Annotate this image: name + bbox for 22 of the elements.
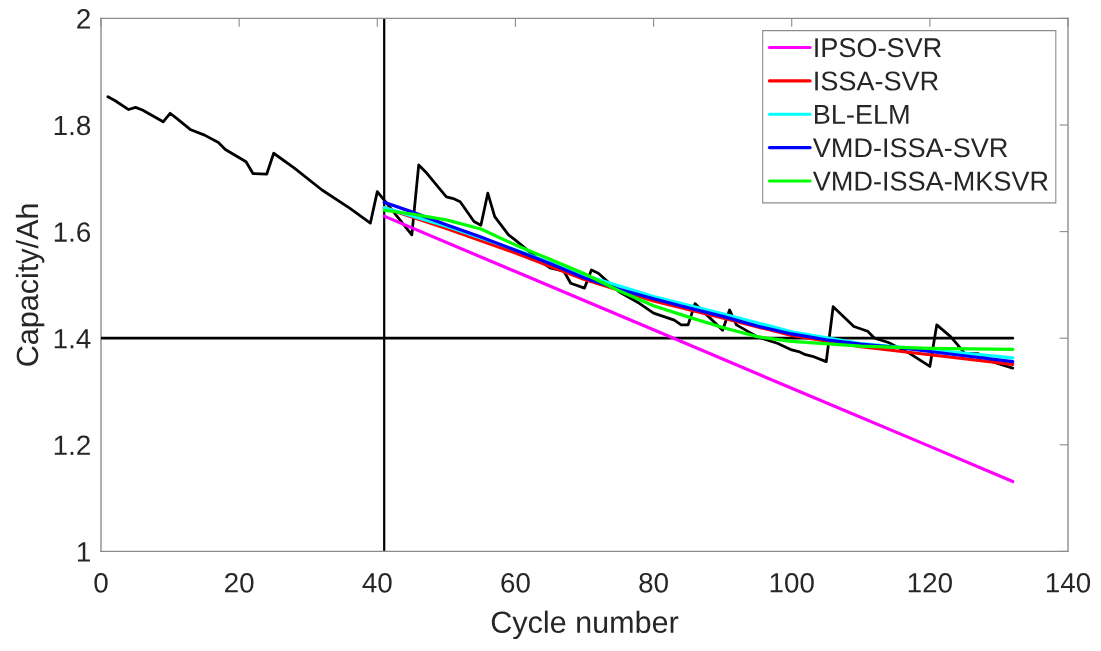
x-tick-label: 60 — [501, 572, 530, 593]
x-axis-title: Cycle number — [491, 610, 679, 640]
x-tick-label: 20 — [225, 572, 254, 593]
legend-label: BL-ELM — [815, 105, 909, 124]
x-tick-label: 80 — [639, 572, 668, 593]
y-tick-label: 1 — [77, 542, 90, 562]
y-tick-label: 2 — [77, 9, 90, 29]
y-tick-label: 1.6 — [54, 222, 91, 242]
line-series — [382, 214, 1015, 484]
y-axis-title: Capacity/Ah — [15, 204, 45, 366]
legend-label: IPSO-SVR — [815, 38, 941, 58]
y-tick-label: 1.4 — [54, 329, 91, 349]
x-tick-label: 100 — [770, 572, 814, 593]
legend-label: ISSA-SVR — [815, 71, 938, 91]
y-tick-label: 1.8 — [54, 115, 91, 136]
x-tick-label: 120 — [908, 572, 952, 593]
x-tick-label: 0 — [94, 572, 108, 593]
legend-label: VMD-ISSA-SVR — [812, 138, 1008, 158]
legend-label: VMD-ISSA-MKSVR — [812, 171, 1048, 191]
x-tick-label: 40 — [362, 572, 392, 593]
y-tick-label: 1.2 — [54, 435, 90, 455]
x-tick-label: 140 — [1046, 572, 1091, 593]
